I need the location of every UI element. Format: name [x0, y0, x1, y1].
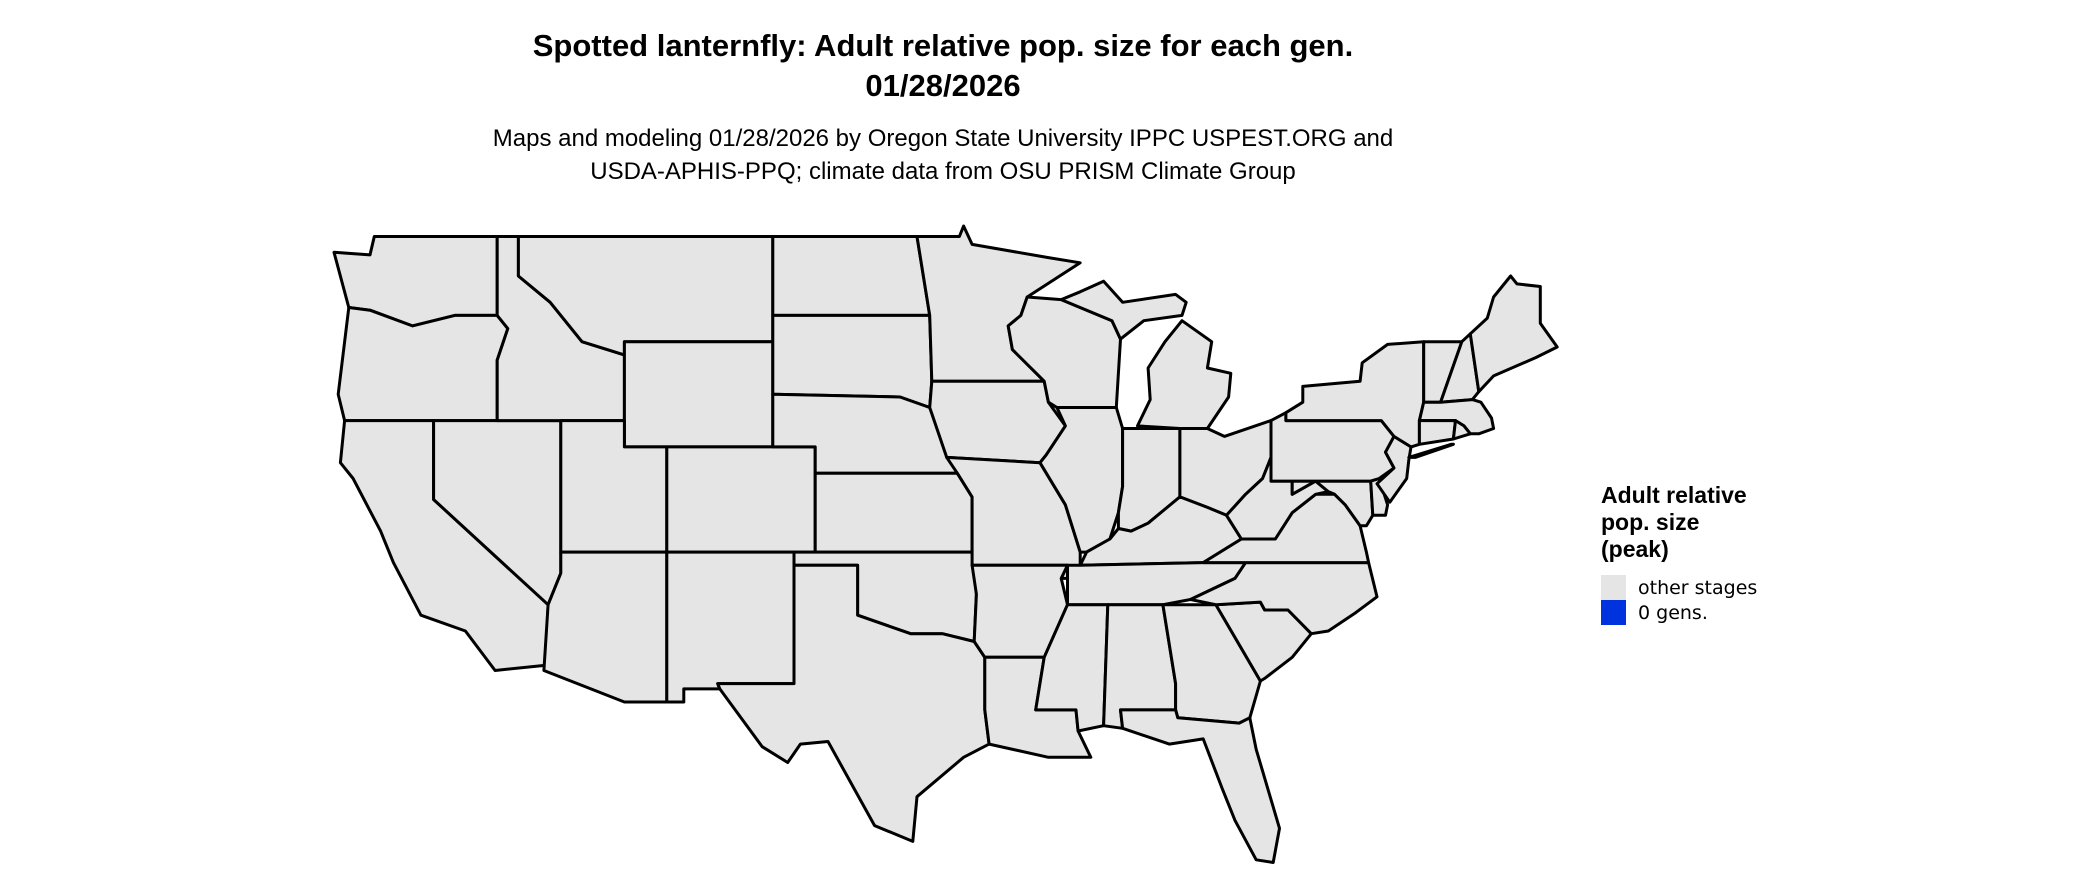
state-pa — [1269, 411, 1396, 483]
map-title: Spotted lanternfly: Adult relative pop. … — [532, 28, 1354, 63]
state-ks — [813, 471, 974, 554]
legend-title-line: Adult relative — [1601, 482, 1747, 508]
state-co — [665, 445, 817, 554]
state-nh — [1439, 332, 1481, 404]
state-ct — [1417, 419, 1457, 446]
state-tx — [716, 563, 991, 843]
state-wi — [1006, 295, 1122, 409]
legend-title-line: (peak) — [1601, 536, 1669, 562]
legend: Adult relative pop. size (peak) other st… — [1601, 482, 1757, 625]
state-or — [336, 306, 510, 423]
state-ms — [1034, 603, 1110, 733]
state-nm — [665, 550, 796, 704]
legend-swatch — [1601, 575, 1626, 600]
state-me — [1468, 274, 1559, 394]
state-nyli — [1407, 442, 1455, 459]
legend-item-0-gens: 0 gens. — [1601, 600, 1757, 625]
legend-title-line: pop. size — [1601, 509, 1700, 535]
state-ia — [928, 379, 1067, 465]
state-az — [542, 550, 669, 704]
legend-title: Adult relative pop. size (peak) — [1601, 482, 1757, 563]
legend-label: other stages — [1638, 576, 1758, 599]
state-mil — [1136, 319, 1233, 430]
subtitle-line-2: USDA-APHIS-PPQ; climate data from OSU PR… — [590, 158, 1296, 185]
legend-swatch — [1601, 600, 1626, 625]
state-fl — [1119, 708, 1281, 864]
subtitle-line-1: Maps and modeling 01/28/2026 by Oregon S… — [492, 125, 1394, 152]
legend-item-other-stages: other stages — [1601, 575, 1757, 600]
state-miu — [1059, 279, 1188, 341]
legend-label: 0 gens. — [1638, 601, 1708, 624]
state-nj — [1375, 434, 1413, 504]
state-va — [1201, 492, 1371, 565]
state-ri — [1451, 419, 1472, 441]
map-date: 01/28/2026 — [865, 68, 1021, 103]
state-wy — [622, 340, 775, 449]
state-nd — [771, 235, 932, 317]
